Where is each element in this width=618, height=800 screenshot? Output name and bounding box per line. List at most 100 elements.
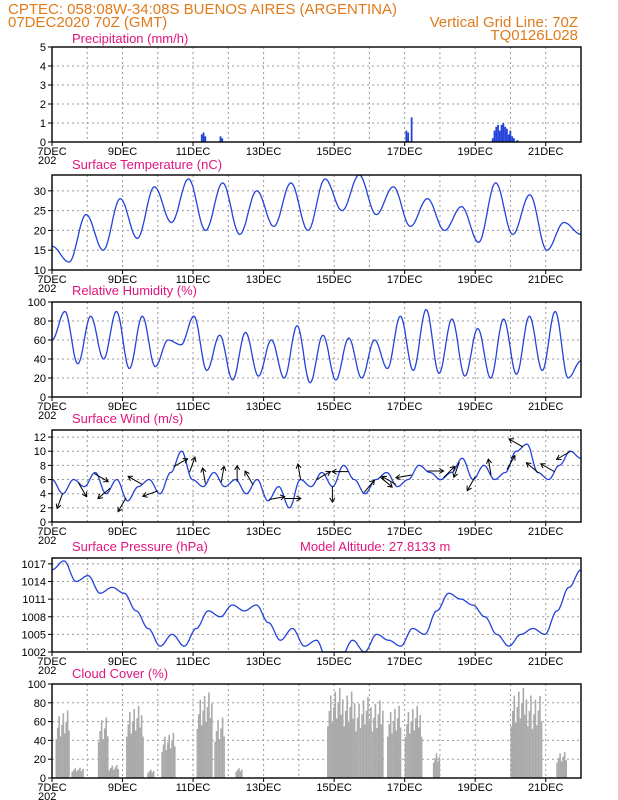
- cloud-bar: [117, 769, 120, 778]
- humidity-y-tick-label: 20: [34, 373, 46, 385]
- wind-arrow-head: [182, 458, 189, 464]
- cloud-bar: [417, 727, 420, 778]
- cloud-bar: [380, 724, 383, 778]
- pressure-series-line: [51, 560, 582, 653]
- temperature-frame: [51, 174, 582, 271]
- cloud-y-tick-label: 0: [40, 773, 46, 785]
- cloud-bar: [80, 770, 83, 778]
- cloud-x-tick-label: 9DEC: [108, 782, 137, 794]
- cloud-bar: [534, 699, 537, 778]
- wind-arrow: [78, 482, 87, 497]
- wind-y-tick-label: 0: [40, 517, 46, 529]
- precip-bar: [407, 132, 409, 142]
- cloud-bar: [66, 710, 69, 778]
- temperature-y-tick-label: 10: [34, 265, 46, 277]
- cloud-y-tick-label: 40: [34, 735, 46, 747]
- cloud-bar: [353, 703, 356, 778]
- cloud-x-tick-label: 19DEC: [457, 782, 493, 794]
- wind-arrow: [189, 456, 196, 473]
- wind-arrow-head: [466, 485, 472, 492]
- cloud-bar: [382, 710, 384, 778]
- precip-bar: [495, 126, 498, 142]
- cloud-bar: [151, 772, 154, 778]
- pressure-panel: 1002 1005 1008 1011 1014 1017 7DEC 9DEC 11DEC 13D…: [22, 557, 582, 677]
- cloud-bar: [391, 733, 393, 778]
- header-model-code: TQ0126L028: [490, 27, 578, 44]
- cloud-bar: [140, 715, 143, 778]
- precip-bar: [405, 130, 408, 142]
- temperature-x-tick-label: 13DEC: [246, 274, 282, 286]
- precip-y-tick-label: 3: [40, 80, 46, 92]
- precip-bar: [512, 138, 515, 142]
- cloud-bar: [377, 714, 380, 778]
- cloud-bar: [539, 696, 541, 778]
- cloud-bar: [435, 753, 438, 778]
- precip-bar: [504, 126, 506, 142]
- cloud-bar: [365, 710, 368, 778]
- cloud-bar: [209, 717, 212, 778]
- wind-x-tick-label: 21DEC: [528, 526, 564, 538]
- precip-bar: [200, 134, 203, 142]
- cloud-bar: [528, 710, 531, 778]
- wind-arrow-head: [190, 456, 197, 463]
- wind-x-tick-label: 7DEC: [37, 526, 66, 538]
- cloud-bar: [394, 708, 396, 778]
- cloud-bar: [223, 736, 225, 778]
- cloud-bar: [102, 739, 104, 778]
- cloud-bar: [79, 767, 81, 778]
- cloud-bar: [126, 736, 128, 778]
- pressure-x-tick-label: 21DEC: [528, 656, 564, 668]
- cloud-bar: [130, 733, 133, 778]
- cloud-bar: [152, 770, 155, 778]
- cloud-bar: [510, 726, 513, 778]
- cloud-bar: [530, 695, 532, 778]
- wind-arrow: [381, 476, 397, 485]
- cloud-bar: [165, 750, 168, 778]
- cloud-bar: [376, 728, 378, 778]
- precip-bar: [502, 123, 505, 142]
- cloud-bar: [437, 761, 439, 778]
- cloud-bar: [172, 732, 175, 778]
- pressure-x-tick-label: 11DEC: [176, 656, 211, 668]
- cloud-bar: [71, 771, 73, 778]
- wind-arrow-head: [279, 494, 286, 501]
- wind-arrow-head: [97, 493, 103, 500]
- cloud-bar: [346, 695, 348, 778]
- precip-panel: 0 1 2 3 4 5 7DEC 9DEC 11DEC 13DEC 15DEC 17DEC 19DEC 2…: [37, 42, 582, 167]
- wind-arrow: [395, 474, 412, 479]
- wind-arrow: [127, 475, 143, 485]
- cloud-bar: [61, 724, 63, 778]
- precip-bar: [507, 134, 510, 142]
- cloud-bar: [371, 731, 374, 778]
- precip-x-tick-label: 7DEC: [37, 146, 66, 158]
- precip-bar: [410, 117, 413, 142]
- cloud-bar: [556, 762, 558, 778]
- wind-arrow-head: [387, 482, 393, 488]
- cloud-bar: [511, 710, 514, 778]
- wind-arrow-head: [141, 492, 148, 498]
- cloud-bar: [370, 707, 372, 778]
- cloud-bar: [404, 736, 407, 778]
- wind-arrow: [540, 463, 555, 473]
- cloud-bar: [55, 739, 58, 778]
- cloud-bar: [392, 721, 395, 778]
- cloud-bar: [112, 769, 115, 778]
- precip-y-tick-label: 4: [40, 61, 46, 73]
- cloud-bar: [412, 708, 414, 778]
- pressure-x-tick-label: 19DEC: [457, 656, 493, 668]
- cloud-bar: [74, 768, 77, 778]
- cloud-bar: [220, 728, 222, 778]
- wind-arrow-head: [449, 465, 456, 472]
- precip-bar: [204, 136, 207, 142]
- cloud-y-tick-label: 80: [34, 698, 46, 710]
- cloud-bar: [217, 720, 219, 778]
- cloud-bar: [515, 722, 517, 778]
- cloud-bar: [334, 691, 337, 778]
- temperature-series-line: [52, 174, 582, 263]
- pressure-y-tick-label: 1014: [22, 577, 46, 589]
- cloud-bar: [521, 703, 523, 778]
- cloud-bar: [56, 727, 59, 778]
- cloud-bar: [540, 721, 543, 778]
- cloud-bar: [328, 710, 331, 778]
